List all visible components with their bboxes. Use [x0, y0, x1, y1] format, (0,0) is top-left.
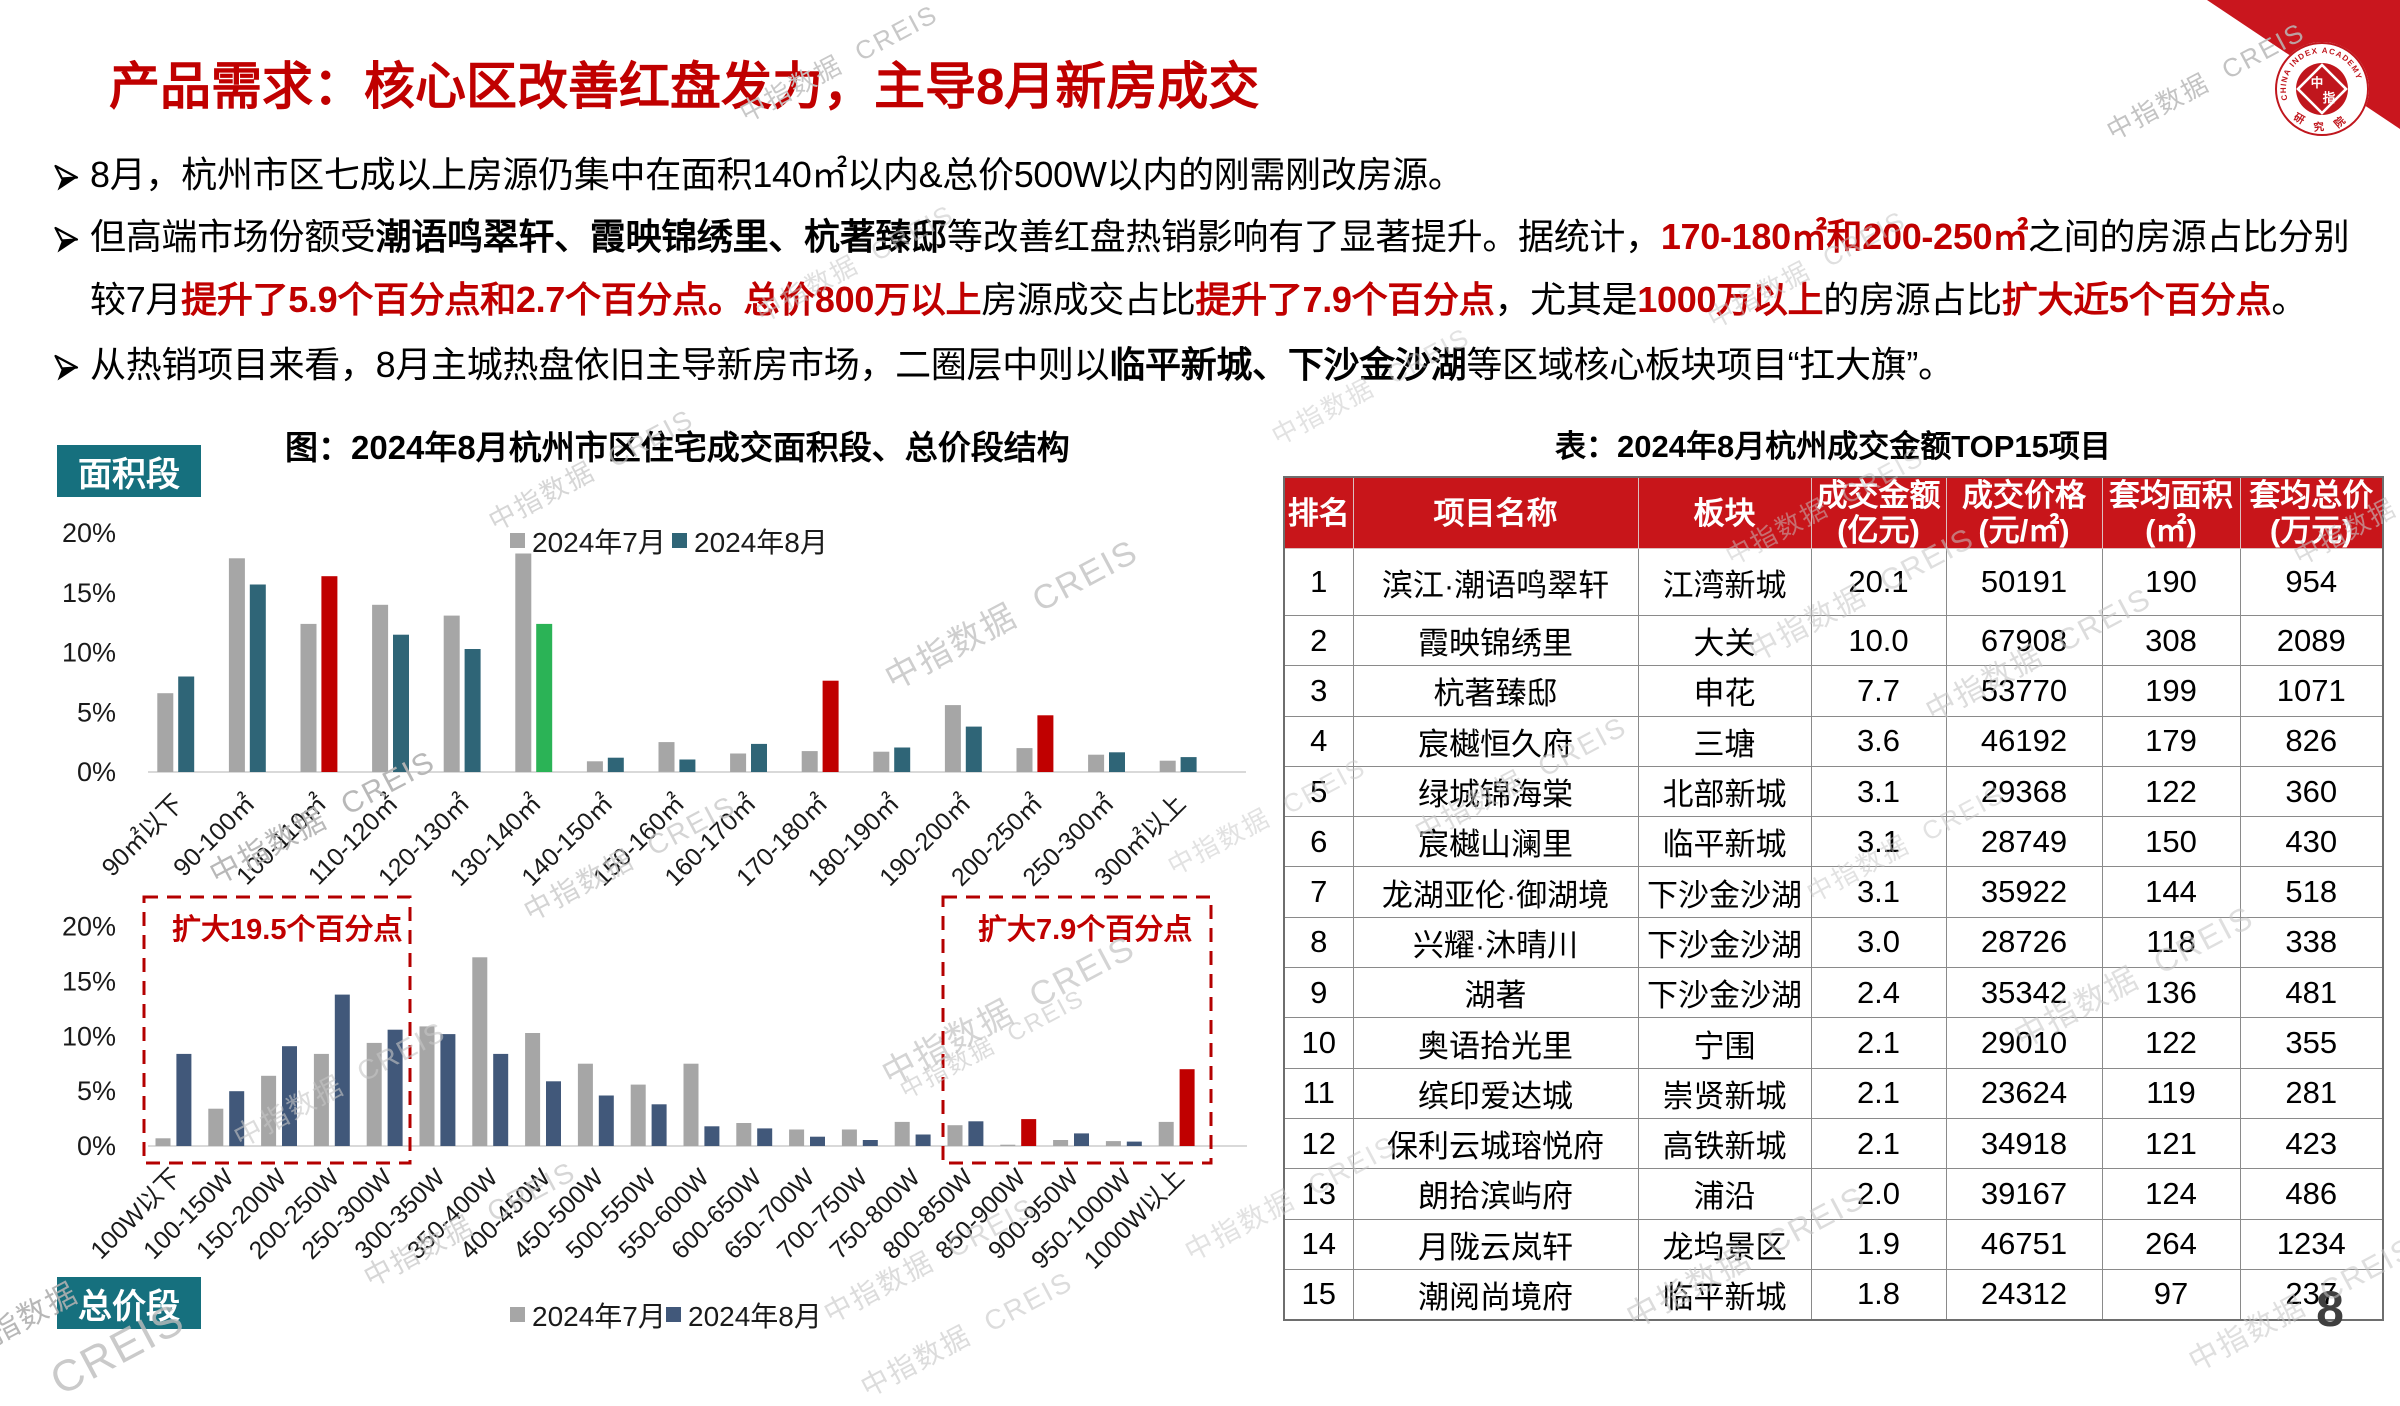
svg-text:15%: 15% [62, 967, 116, 997]
svg-text:中: 中 [2311, 75, 2324, 90]
svg-text:指: 指 [2323, 90, 2336, 105]
svg-text:2024年7月: 2024年7月 [532, 527, 666, 558]
svg-text:20%: 20% [62, 912, 116, 942]
svg-text:10%: 10% [62, 1021, 116, 1051]
svg-text:扩大7.9个百分点: 扩大7.9个百分点 [978, 913, 1192, 946]
svg-text:扩大19.5个百分点: 扩大19.5个百分点 [172, 913, 402, 946]
svg-text:0%: 0% [77, 1131, 116, 1161]
svg-text:15%: 15% [62, 578, 116, 608]
svg-text:5%: 5% [77, 697, 116, 727]
svg-text:2024年8月: 2024年8月 [688, 1301, 822, 1332]
svg-text:0%: 0% [77, 757, 116, 787]
svg-text:5%: 5% [77, 1076, 116, 1106]
svg-text:10%: 10% [62, 638, 116, 668]
svg-text:2024年8月: 2024年8月 [694, 527, 828, 558]
svg-text:20%: 20% [62, 518, 116, 548]
svg-text:2024年7月: 2024年7月 [532, 1301, 666, 1332]
